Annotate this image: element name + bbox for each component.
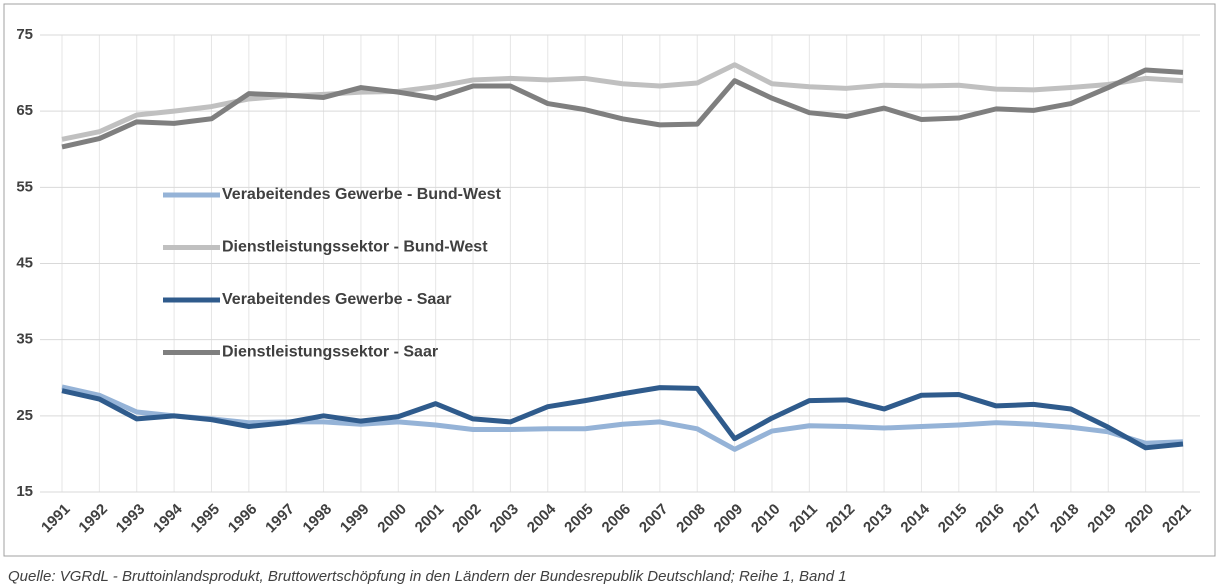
series-line — [61, 67, 1184, 150]
legend-label: Verabeitendes Gewerbe - Bund-West — [222, 186, 502, 203]
series-line — [61, 385, 1184, 451]
y-tick-label: 75 — [16, 26, 33, 43]
y-tick-label: 65 — [16, 102, 33, 119]
legend-label: Verabeitendes Gewerbe - Saar — [222, 291, 451, 308]
legend-label: Dienstleistungssektor - Saar — [222, 344, 438, 361]
chart-border — [3, 3, 1216, 557]
y-tick-label: 35 — [16, 331, 33, 348]
series-line — [61, 384, 1184, 452]
y-tick-label: 55 — [16, 178, 33, 195]
series-line — [61, 62, 1184, 142]
y-tick-label: 15 — [16, 483, 33, 500]
legend-label: Dienstleistungssektor - Bund-West — [222, 239, 488, 256]
y-tick-label: 25 — [16, 407, 33, 424]
source-note: Quelle: VGRdL - Bruttoinlandsprodukt, Br… — [8, 568, 847, 585]
y-tick-label: 45 — [16, 254, 33, 271]
